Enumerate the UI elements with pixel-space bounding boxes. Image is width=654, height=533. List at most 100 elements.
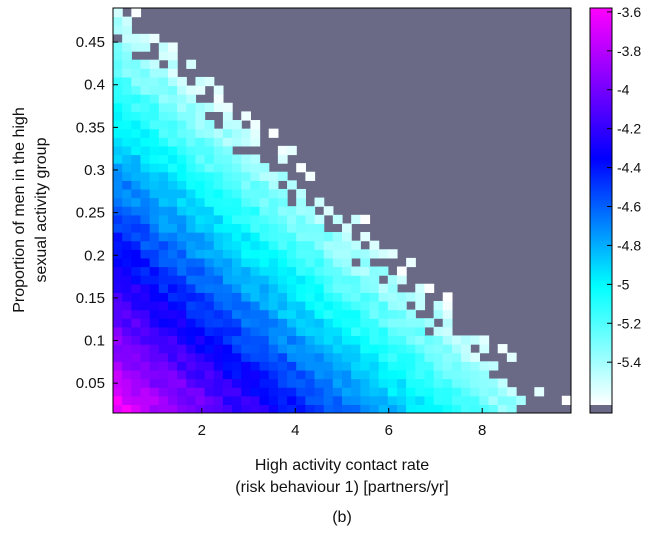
- heatmap-cell: [479, 361, 490, 371]
- heatmap-cell: [122, 137, 132, 147]
- colorbar-tick-label: -3.8: [617, 43, 641, 59]
- heatmap-cell: [167, 369, 178, 380]
- heatmap-cell: [277, 318, 288, 328]
- heatmap-cell: [305, 300, 316, 311]
- heatmap-cell: [195, 283, 206, 293]
- heatmap-cell: [149, 188, 160, 199]
- heatmap-cell: [195, 171, 206, 181]
- heatmap-cell: [287, 309, 297, 319]
- heatmap-cell: [195, 232, 206, 242]
- x-axis-label-line2: (risk behaviour 1) [partners/yr]: [235, 479, 448, 496]
- heatmap-cell: [186, 120, 197, 130]
- heatmap-cell: [351, 300, 361, 311]
- heatmap-cell: [250, 275, 261, 285]
- heatmap-cell: [195, 378, 206, 388]
- heatmap-cell: [277, 249, 288, 259]
- heatmap-cell: [406, 378, 416, 388]
- heatmap-cell: [296, 300, 306, 311]
- heatmap-cell: [479, 344, 490, 354]
- heatmap-cell: [204, 283, 215, 293]
- heatmap-cell: [213, 369, 224, 380]
- heatmap-cell: [113, 369, 123, 380]
- heatmap-cell: [140, 33, 151, 44]
- heatmap-cell: [195, 206, 206, 216]
- heatmap-cell: [406, 404, 416, 413]
- heatmap-cell: [241, 197, 251, 207]
- heatmap-cell: [424, 404, 435, 413]
- heatmap-cell: [268, 344, 279, 354]
- heatmap-cell: [360, 344, 371, 354]
- heatmap-cell: [277, 300, 288, 311]
- y-tick-label: 0.1: [84, 333, 105, 350]
- heatmap-cell: [122, 154, 132, 164]
- heatmap-cell: [186, 395, 197, 405]
- heatmap-cell: [451, 387, 462, 397]
- heatmap-cell: [167, 266, 178, 276]
- heatmap-cell: [442, 378, 453, 388]
- heatmap-cell: [332, 335, 343, 345]
- heatmap-cell: [222, 206, 233, 216]
- heatmap-cell: [195, 266, 206, 276]
- heatmap-cell: [241, 309, 251, 319]
- x-axis-label-line1: High activity contact rate: [255, 457, 429, 474]
- heatmap-cell: [250, 344, 261, 354]
- heatmap-cell: [277, 344, 288, 354]
- heatmap-cell: [131, 214, 142, 225]
- heatmap-cell: [113, 206, 123, 216]
- heatmap-cell: [424, 378, 435, 388]
- heatmap-cell: [222, 318, 233, 328]
- heatmap-cell: [149, 395, 160, 405]
- heatmap-cell: [305, 257, 316, 268]
- heatmap-cell: [451, 344, 462, 354]
- heatmap-cell: [122, 257, 132, 268]
- heatmap-cell: [232, 137, 242, 147]
- heatmap-cell: [406, 309, 416, 319]
- heatmap-cell: [259, 361, 270, 371]
- heatmap-cell: [122, 309, 132, 319]
- heatmap-cell: [158, 102, 169, 113]
- heatmap-cell: [222, 395, 233, 405]
- heatmap-cell: [140, 197, 151, 207]
- heatmap-cell: [113, 318, 123, 328]
- heatmap-cell: [204, 369, 215, 380]
- heatmap-cell: [167, 197, 178, 207]
- heatmap-cell: [314, 257, 325, 268]
- heatmap-cell: [442, 335, 453, 345]
- heatmap-cell: [277, 369, 288, 380]
- heatmap-cell: [351, 275, 361, 285]
- heatmap-cell: [250, 197, 261, 207]
- heatmap-cell: [442, 404, 453, 413]
- heatmap-cell: [131, 232, 142, 242]
- heatmap-cell: [442, 387, 453, 397]
- heatmap-cell: [195, 361, 206, 371]
- heatmap-cell: [113, 344, 123, 354]
- heatmap-cell: [287, 369, 297, 380]
- heatmap-cell: [177, 197, 187, 207]
- heatmap-cell: [232, 188, 242, 199]
- heatmap-cell: [122, 120, 132, 130]
- heatmap-cell: [369, 318, 380, 328]
- heatmap-cell: [195, 249, 206, 259]
- heatmap-cell: [131, 275, 142, 285]
- heatmap-cell: [204, 171, 215, 181]
- heatmap-cell: [222, 378, 233, 388]
- heatmap-cell: [195, 154, 206, 164]
- heatmap-cell: [360, 318, 371, 328]
- heatmap-cell: [351, 395, 361, 405]
- heatmap-cell: [387, 275, 398, 285]
- heatmap-cell: [250, 318, 261, 328]
- heatmap-cell: [158, 68, 169, 78]
- heatmap-cell: [259, 318, 270, 328]
- heatmap-cell: [387, 318, 398, 328]
- heatmap-cell: [177, 128, 187, 138]
- heatmap-cell: [149, 240, 160, 250]
- heatmap-cell: [250, 361, 261, 371]
- heatmap-cell: [113, 232, 123, 242]
- heatmap-cell: [360, 214, 371, 225]
- heatmap-cell: [167, 361, 178, 371]
- heatmap-cell: [158, 197, 169, 207]
- heatmap-cell: [113, 16, 123, 26]
- heatmap-cell: [250, 404, 261, 413]
- heatmap-cell: [250, 309, 261, 319]
- heatmap-cell: [113, 25, 123, 35]
